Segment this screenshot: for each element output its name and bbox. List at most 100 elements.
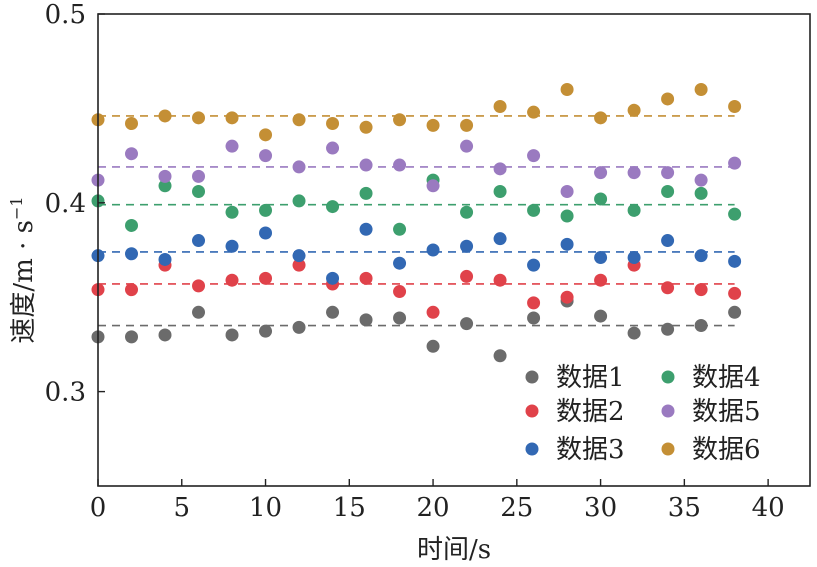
data-point [426, 339, 440, 353]
data-point [259, 128, 273, 142]
data-point [694, 83, 708, 97]
data-point [460, 205, 474, 219]
data-point [125, 218, 139, 232]
data-point [694, 283, 708, 297]
legend-marker [661, 370, 675, 384]
data-point [426, 305, 440, 319]
y-axis-label-superscript: −1 [7, 196, 26, 220]
data-point [292, 258, 306, 272]
legend-label: 数据3 [556, 435, 625, 465]
data-point [225, 205, 239, 219]
data-point [728, 100, 742, 114]
data-point [728, 305, 742, 319]
data-point [326, 305, 340, 319]
legend: 数据1 数据2 数据3 数据4 数据5 数据6 [525, 363, 761, 465]
data-point [493, 100, 507, 114]
data-point [326, 271, 340, 285]
data-point [728, 207, 742, 221]
data-point [192, 184, 206, 198]
data-point [158, 109, 172, 123]
data-point [661, 184, 675, 198]
data-point [158, 179, 172, 193]
data-point [560, 209, 574, 223]
legend-marker [661, 442, 675, 456]
data-point [259, 203, 273, 217]
legend-marker [525, 442, 539, 456]
data-point [694, 319, 708, 333]
data-point [125, 147, 139, 161]
data-point [225, 328, 239, 342]
data-point [393, 285, 407, 299]
legend-marker [661, 404, 675, 418]
data-point [527, 311, 541, 325]
data-point [393, 222, 407, 236]
data-point [393, 158, 407, 172]
data-point [527, 203, 541, 217]
data-point [694, 249, 708, 263]
data-point [594, 192, 608, 206]
x-tick-label: 15 [333, 493, 366, 523]
legend-marker [525, 404, 539, 418]
x-tick-label: 35 [668, 493, 701, 523]
data-point [125, 283, 139, 297]
data-point [158, 169, 172, 183]
data-point [661, 234, 675, 248]
data-point [192, 279, 206, 293]
data-point [292, 160, 306, 174]
data-point [192, 305, 206, 319]
data-point [125, 330, 139, 344]
legend-label: 数据4 [692, 363, 761, 393]
data-point [527, 258, 541, 272]
y-axis-label-main: 速度/m · s [9, 220, 39, 344]
x-tick-label: 25 [500, 493, 533, 523]
data-point [627, 103, 641, 117]
y-tick-label: 0.4 [45, 189, 86, 219]
data-point [192, 111, 206, 125]
data-point [292, 249, 306, 263]
data-point [259, 149, 273, 163]
data-point [627, 326, 641, 340]
data-point [493, 273, 507, 287]
data-point [728, 156, 742, 170]
data-point [225, 111, 239, 125]
data-points [91, 83, 742, 363]
data-point [292, 320, 306, 334]
data-point [627, 166, 641, 180]
data-point [594, 309, 608, 323]
data-point [560, 83, 574, 97]
data-point [493, 349, 507, 363]
x-axis-label: 时间/s [417, 535, 491, 565]
data-point [225, 239, 239, 253]
data-point [158, 328, 172, 342]
data-point [192, 169, 206, 183]
data-point [259, 271, 273, 285]
x-tick-label: 10 [249, 493, 282, 523]
data-point [694, 173, 708, 187]
data-point [661, 92, 675, 106]
data-point [359, 120, 373, 134]
data-point [594, 251, 608, 265]
data-point [326, 141, 340, 155]
data-point [393, 311, 407, 325]
data-point [493, 184, 507, 198]
legend-label: 数据5 [692, 397, 761, 427]
data-point [460, 139, 474, 153]
data-point [527, 296, 541, 310]
data-point [661, 322, 675, 336]
data-point [661, 281, 675, 295]
data-point [527, 149, 541, 163]
data-point [158, 252, 172, 266]
data-point [594, 111, 608, 125]
data-point [527, 105, 541, 119]
data-point [292, 194, 306, 208]
data-point [426, 243, 440, 257]
x-axis-ticks: 0 5 10 15 20 25 30 35 40 [90, 479, 785, 523]
data-point [661, 166, 675, 180]
data-point [259, 226, 273, 240]
data-point [460, 118, 474, 132]
data-point [292, 113, 306, 127]
data-point [493, 162, 507, 176]
legend-label: 数据2 [556, 397, 625, 427]
data-point [460, 317, 474, 331]
x-tick-label: 0 [90, 493, 107, 523]
